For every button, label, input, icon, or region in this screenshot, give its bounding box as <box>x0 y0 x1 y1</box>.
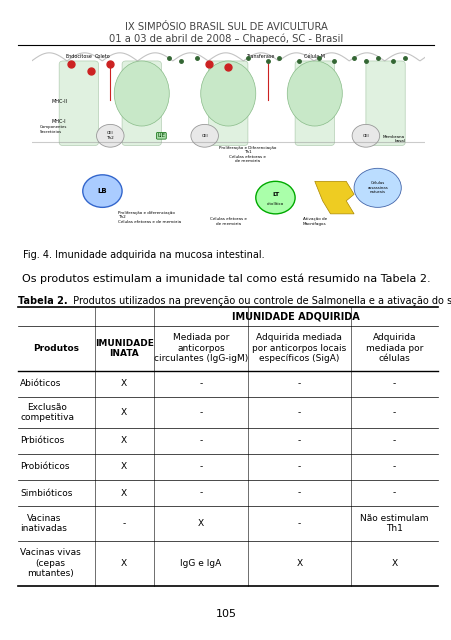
Text: Adquirida
mediada por
células: Adquirida mediada por células <box>365 333 423 363</box>
Text: Probióticos: Probióticos <box>20 463 70 472</box>
FancyBboxPatch shape <box>208 61 247 145</box>
Text: -: - <box>199 436 202 445</box>
Ellipse shape <box>114 61 169 126</box>
Text: X: X <box>121 408 127 417</box>
Text: X: X <box>198 519 203 528</box>
Text: -: - <box>392 463 396 472</box>
Text: -: - <box>392 436 396 445</box>
Text: -: - <box>297 463 300 472</box>
FancyBboxPatch shape <box>122 61 161 145</box>
Text: MHC-II: MHC-II <box>51 99 67 104</box>
Text: -: - <box>199 488 202 497</box>
Text: Fig. 4. Imunidade adquirida na mucosa intestinal.: Fig. 4. Imunidade adquirida na mucosa in… <box>23 250 264 260</box>
Text: -: - <box>297 408 300 417</box>
Circle shape <box>353 168 400 207</box>
Text: -: - <box>392 488 396 497</box>
Circle shape <box>190 124 218 147</box>
Text: -: - <box>392 379 396 388</box>
Text: Os produtos estimulam a imunidade tal como está resumido na Tabela 2.: Os produtos estimulam a imunidade tal co… <box>22 274 429 284</box>
FancyBboxPatch shape <box>295 61 334 145</box>
Ellipse shape <box>287 61 341 126</box>
Text: Abióticos: Abióticos <box>20 379 62 388</box>
Text: Adquirida mediada
por anticorpos locais
específicos (SigA): Adquirida mediada por anticorpos locais … <box>252 333 346 363</box>
Text: X: X <box>121 379 127 388</box>
Text: -: - <box>297 379 300 388</box>
Text: X: X <box>121 463 127 472</box>
Text: Coleto: Coleto <box>94 54 110 60</box>
Text: LB: LB <box>97 188 107 194</box>
Text: CEI: CEI <box>362 134 368 138</box>
Text: Endocitose: Endocitose <box>65 54 92 60</box>
Text: IX SIMPÓSIO BRASIL SUL DE AVICULTURA: IX SIMPÓSIO BRASIL SUL DE AVICULTURA <box>124 22 327 33</box>
Text: Exclusão
competitiva: Exclusão competitiva <box>20 403 74 422</box>
Circle shape <box>255 181 295 214</box>
Circle shape <box>351 124 379 147</box>
Text: 01 a 03 de abril de 2008 – Chapecó, SC - Brasil: 01 a 03 de abril de 2008 – Chapecó, SC -… <box>109 33 342 44</box>
Text: 105: 105 <box>215 609 236 620</box>
Circle shape <box>83 175 122 207</box>
Text: IMUNIDADE ADQUIRIDA: IMUNIDADE ADQUIRIDA <box>232 312 359 321</box>
Text: Transferase: Transferase <box>245 54 273 60</box>
Text: Células efetoras e
de memória: Células efetoras e de memória <box>209 217 246 226</box>
Text: Mediada por
anticorpos
circulantes (IgG-igM): Mediada por anticorpos circulantes (IgG-… <box>153 333 248 363</box>
Text: Proliferação e Diferenciação
Th1
Células efetoras e
de memória: Proliferação e Diferenciação Th1 Células… <box>219 145 276 163</box>
Text: Produtos utilizados na prevenção ou controle de Salmonella e a ativação do siste: Produtos utilizados na prevenção ou cont… <box>70 296 451 307</box>
Text: Produtos: Produtos <box>33 344 79 353</box>
Text: IgG e IgA: IgG e IgA <box>180 559 221 568</box>
Text: X: X <box>391 559 397 568</box>
Text: X: X <box>296 559 302 568</box>
Text: Prbióticos: Prbióticos <box>20 436 64 445</box>
Text: -: - <box>297 436 300 445</box>
Text: citolítico: citolítico <box>266 202 283 206</box>
Ellipse shape <box>200 61 255 126</box>
Text: Componentes
Secretórios: Componentes Secretórios <box>39 125 67 134</box>
Text: Vacinas
inativadas: Vacinas inativadas <box>20 514 67 533</box>
Text: X: X <box>121 559 127 568</box>
Text: Células
assassinas
naturais: Células assassinas naturais <box>367 181 387 195</box>
Text: -: - <box>199 379 202 388</box>
FancyBboxPatch shape <box>365 61 405 145</box>
Circle shape <box>97 124 124 147</box>
Text: MHC-I: MHC-I <box>51 119 66 124</box>
Text: Simbióticos: Simbióticos <box>20 488 73 497</box>
Text: Ativação de
Macrófagos: Ativação de Macrófagos <box>302 217 326 226</box>
Text: LIE: LIE <box>157 133 165 138</box>
Text: X: X <box>121 488 127 497</box>
Text: Membrana
basal: Membrana basal <box>382 135 405 143</box>
Text: IMUNIDADE
INATA: IMUNIDADE INATA <box>95 339 153 358</box>
Text: -: - <box>199 408 202 417</box>
Text: -: - <box>199 463 202 472</box>
Text: -: - <box>122 519 126 528</box>
Text: Proliferação e diferenciação
Th2
Células efetoras e de memória: Proliferação e diferenciação Th2 Células… <box>118 211 181 224</box>
FancyBboxPatch shape <box>59 61 98 145</box>
Text: X: X <box>121 436 127 445</box>
Text: -: - <box>297 488 300 497</box>
Text: CEI
Th2: CEI Th2 <box>106 131 114 140</box>
Polygon shape <box>314 181 353 214</box>
Text: Não estimulam
Th1: Não estimulam Th1 <box>359 514 428 533</box>
Text: CEI: CEI <box>201 134 207 138</box>
Text: LT: LT <box>272 192 278 197</box>
Text: Tabela 2.: Tabela 2. <box>18 296 68 307</box>
Text: Célula M: Célula M <box>304 54 325 60</box>
Text: -: - <box>297 519 300 528</box>
Text: Vacinas vivas
(cepas
mutantes): Vacinas vivas (cepas mutantes) <box>20 548 81 578</box>
Text: -: - <box>392 408 396 417</box>
